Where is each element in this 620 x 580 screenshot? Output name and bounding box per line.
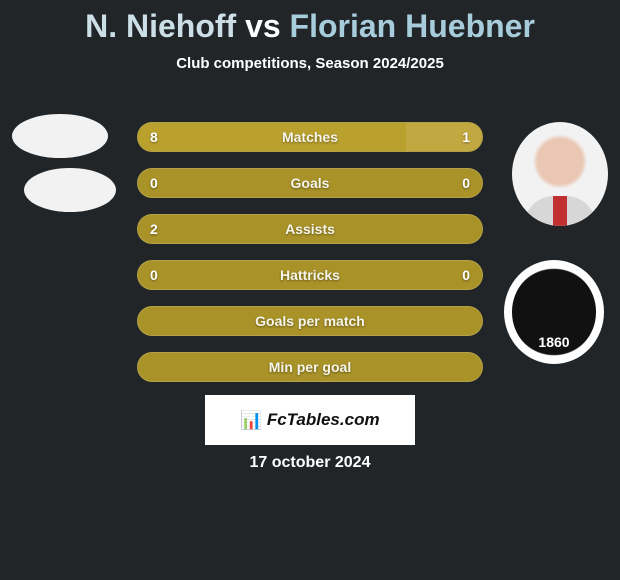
stat-label: Min per goal — [138, 359, 482, 375]
title-vs: vs — [245, 8, 281, 44]
title-player1: N. Niehoff — [85, 8, 236, 44]
stat-label: Goals — [138, 175, 482, 191]
date-label: 17 october 2024 — [0, 454, 620, 472]
player2-club-text: 1860 — [512, 268, 596, 355]
watermark: 📊 FcTables.com — [205, 395, 415, 445]
player1-avatar — [12, 114, 108, 158]
subtitle: Club competitions, Season 2024/2025 — [0, 55, 620, 72]
stat-row: Goals per match — [137, 306, 483, 336]
title-player2: Florian Huebner — [290, 8, 535, 44]
stat-row: 81Matches — [137, 122, 483, 152]
watermark-text: FcTables.com — [267, 410, 380, 430]
stat-row: 00Hattricks — [137, 260, 483, 290]
stat-label: Goals per match — [138, 313, 482, 329]
stats-panel: 81Matches 00Goals 2Assists 00Hattricks Goals… — [137, 122, 483, 398]
page-title: N. Niehoff vs Florian Huebner — [0, 0, 620, 45]
player2-avatar — [512, 122, 608, 226]
stat-row: 00Goals — [137, 168, 483, 198]
player1-club-logo — [24, 168, 116, 212]
stat-label: Assists — [138, 221, 482, 237]
stat-row: 2Assists — [137, 214, 483, 244]
player2-club-logo: 1860 — [504, 260, 604, 364]
stat-label: Matches — [138, 129, 482, 145]
stat-row: Min per goal — [137, 352, 483, 382]
chart-icon: 📊 — [240, 410, 262, 431]
stat-label: Hattricks — [138, 267, 482, 283]
